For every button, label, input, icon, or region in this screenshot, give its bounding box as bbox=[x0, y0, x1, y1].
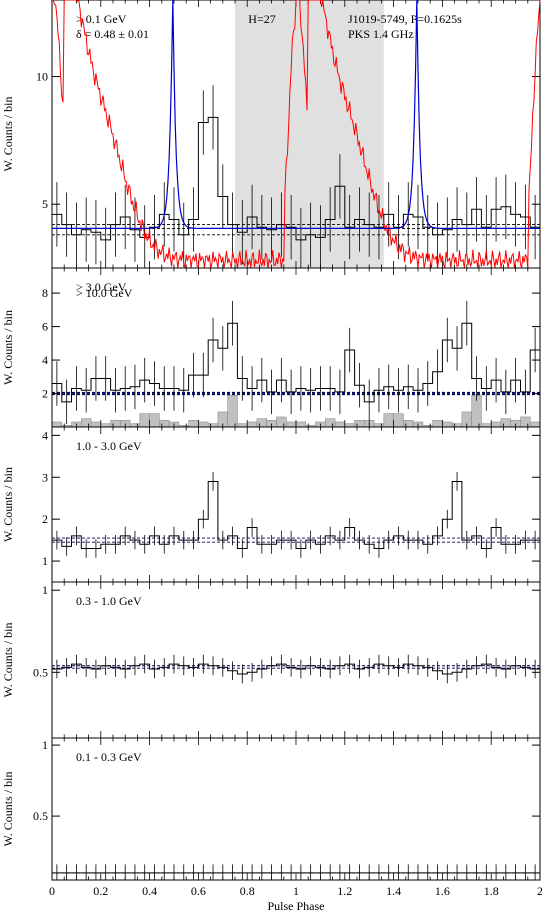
y-axis-label: W. Counts / bin bbox=[1, 97, 15, 172]
high-energy-bar bbox=[90, 421, 102, 428]
high-energy-bar bbox=[159, 420, 170, 428]
y-tick-label: 1 bbox=[42, 554, 48, 568]
offpulse-shade bbox=[235, 0, 384, 268]
high-energy-bar bbox=[81, 418, 92, 428]
y-tick-label: 4 bbox=[42, 353, 48, 367]
y-tick-label: 0.5 bbox=[33, 809, 48, 823]
y-tick-label: 8 bbox=[42, 286, 48, 300]
y-tick-label: 2 bbox=[42, 512, 48, 526]
x-tick-label: 1.6 bbox=[435, 884, 450, 898]
x-tick-label: 0 bbox=[49, 884, 55, 898]
x-tick-label: 0.6 bbox=[191, 884, 206, 898]
high-energy-bar bbox=[246, 421, 258, 428]
high-energy-bar bbox=[285, 421, 297, 428]
high-energy-bar bbox=[500, 418, 511, 428]
x-axis-label: Pulse Phase bbox=[268, 899, 325, 913]
energy-panel-3: 0.5 1 W. Counts / bin 0.3 - 1.0 GeV bbox=[1, 581, 541, 739]
high-energy-bar bbox=[256, 418, 267, 428]
high-energy-bar bbox=[481, 423, 492, 428]
high-energy-bar bbox=[520, 416, 531, 428]
high-energy-bar bbox=[129, 423, 141, 428]
energy-band-label: 0.3 - 1.0 GeV bbox=[76, 594, 142, 608]
high-energy-bar bbox=[373, 423, 385, 428]
count-histogram bbox=[52, 322, 540, 403]
high-energy-bar bbox=[344, 423, 355, 428]
count-histogram bbox=[52, 481, 540, 549]
high-energy-bar bbox=[325, 418, 336, 428]
y-tick-label: 5 bbox=[42, 197, 48, 211]
y-axis-label: W. Counts / bin bbox=[1, 467, 15, 542]
energy-panel-1: 2 4 6 8 W. Counts / bin > 3.0 GeV> 10.0 GeV bbox=[1, 267, 541, 428]
h-test-annotation: H=27 bbox=[248, 12, 275, 26]
gamma-model-peak bbox=[52, 0, 540, 229]
high-energy-bar bbox=[51, 421, 63, 428]
energy-panel-4: 0.5 1 W. Counts / bin 0.1 - 0.3 GeV bbox=[1, 737, 541, 881]
energy-panel-2: 1 2 3 4 W. Counts / bin 1.0 - 3.0 GeV bbox=[1, 426, 541, 583]
high-energy-bar bbox=[149, 413, 160, 428]
y-tick-label: 0.5 bbox=[33, 665, 48, 679]
high-energy-bar bbox=[334, 421, 346, 428]
energy-band-label: 1.0 - 3.0 GeV bbox=[76, 439, 142, 453]
high-energy-bar bbox=[139, 413, 150, 428]
radio-label: PKS 1.4 GHz bbox=[348, 27, 414, 41]
energy-band-label: > 0.1 GeV bbox=[76, 12, 127, 26]
pulsar-label: J1019-5749, P=0.1625s bbox=[348, 12, 462, 26]
x-tick-label: 1 bbox=[293, 884, 299, 898]
y-tick-label: 6 bbox=[42, 320, 48, 334]
high-energy-bar bbox=[276, 416, 287, 428]
y-axis-label: W. Counts / bin bbox=[1, 772, 15, 847]
high-energy-bar bbox=[295, 421, 307, 428]
high-energy-bar bbox=[237, 423, 248, 428]
count-histogram bbox=[52, 663, 540, 675]
high-energy-bar bbox=[529, 421, 541, 428]
x-tick-label: 0.4 bbox=[142, 884, 157, 898]
y-tick-label: 4 bbox=[42, 428, 48, 442]
high-energy-bar bbox=[354, 420, 365, 428]
high-energy-bar bbox=[432, 420, 443, 428]
y-tick-label: 2 bbox=[42, 387, 48, 401]
high-energy-bar bbox=[490, 421, 502, 428]
y-tick-label: 3 bbox=[42, 470, 48, 484]
x-tick-label: 1.8 bbox=[484, 884, 499, 898]
y-tick-label: 1 bbox=[42, 738, 48, 752]
y-axis-label: W. Counts / bin bbox=[1, 623, 15, 698]
high-energy-bar bbox=[188, 420, 199, 428]
x-tick-label: 1.4 bbox=[386, 884, 401, 898]
high-energy-bar bbox=[451, 423, 463, 428]
x-tick-label: 0.8 bbox=[240, 884, 255, 898]
high-energy-bar bbox=[100, 423, 111, 428]
high-energy-bar bbox=[403, 420, 414, 428]
energy-band-label: > 3.0 GeV bbox=[76, 280, 127, 294]
high-energy-bar bbox=[110, 420, 121, 428]
high-energy-bar bbox=[442, 421, 453, 428]
high-energy-bar bbox=[227, 394, 238, 428]
high-energy-band-label: > 10.0 GeV bbox=[76, 286, 133, 300]
high-energy-bar bbox=[198, 421, 209, 428]
count-histogram bbox=[52, 116, 540, 241]
radio-profile bbox=[52, 0, 541, 269]
y-tick-label: 10 bbox=[36, 70, 48, 84]
delta-annotation: δ = 0.48 ± 0.01 bbox=[76, 27, 149, 41]
y-tick-label: 1 bbox=[42, 583, 48, 597]
x-tick-label: 0.2 bbox=[93, 884, 108, 898]
high-energy-bar bbox=[207, 423, 219, 428]
x-tick-label: 1.2 bbox=[337, 884, 352, 898]
high-energy-bar bbox=[383, 413, 394, 428]
x-tick-label: 2 bbox=[537, 884, 542, 898]
y-axis-label: W. Counts / bin bbox=[1, 310, 15, 385]
energy-band-label: 0.1 - 0.3 GeV bbox=[76, 750, 142, 764]
high-energy-bar bbox=[393, 413, 404, 428]
